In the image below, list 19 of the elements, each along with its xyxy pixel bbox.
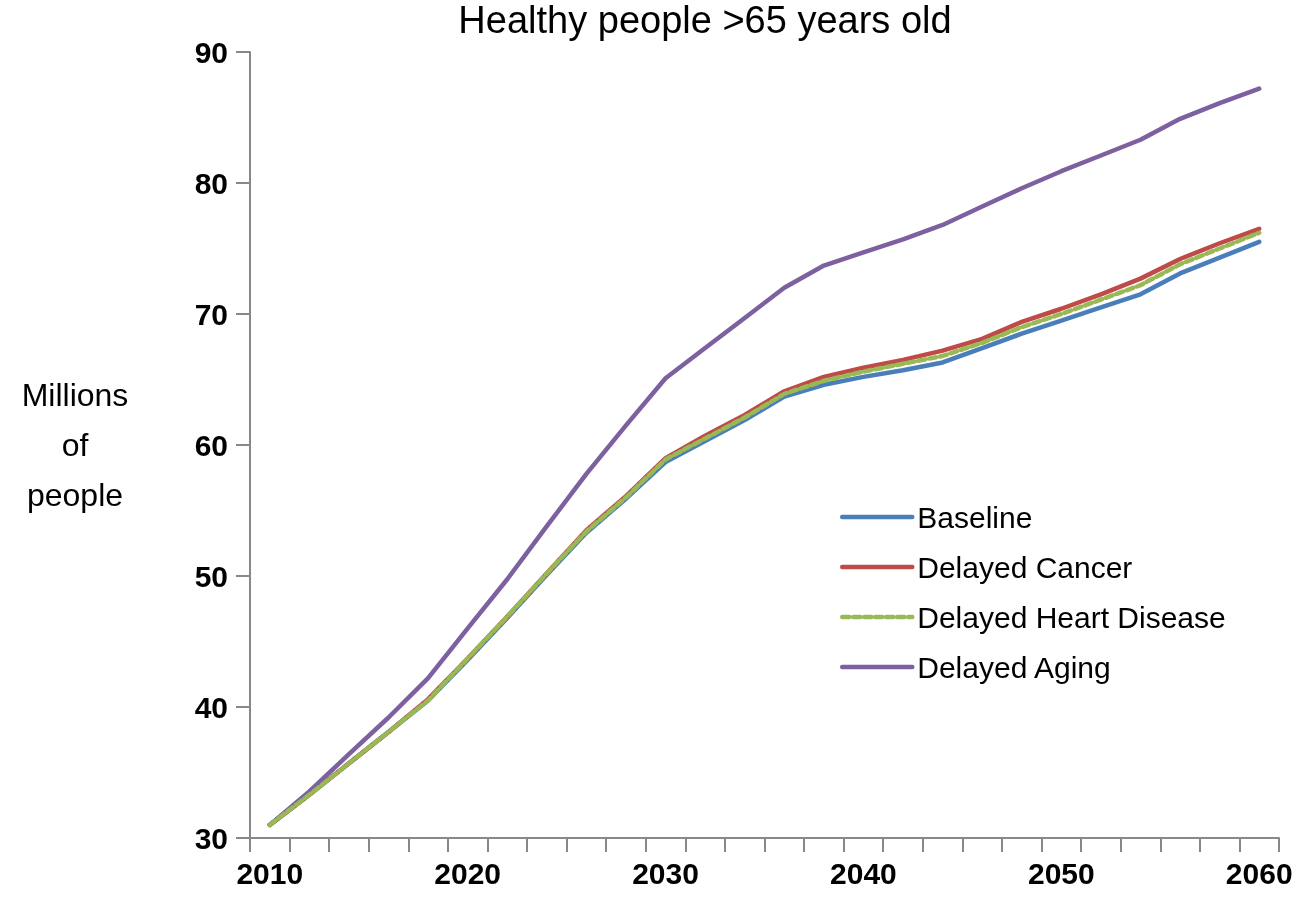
- y-tick-label: 80: [194, 166, 228, 200]
- x-tick-label: 2030: [632, 856, 699, 890]
- chart-title: Healthy people >65 years old: [458, 0, 952, 41]
- x-tick-label: 2050: [1027, 856, 1095, 890]
- x-tick-label: 2010: [236, 856, 304, 890]
- y-tick-label: 50: [194, 559, 228, 593]
- x-tick-label: 2040: [830, 856, 897, 890]
- y-tick-label: 70: [194, 297, 228, 331]
- legend-label: Delayed Aging: [917, 650, 1111, 684]
- x-tick-label: 2060: [1225, 856, 1293, 890]
- legend-label: Baseline: [917, 500, 1033, 534]
- x-tick-label: 2020: [434, 856, 502, 890]
- y-axis-title: Millions of people: [21, 377, 129, 513]
- legend-label: Delayed Heart Disease: [917, 600, 1226, 634]
- y-tick-label: 60: [194, 428, 228, 462]
- y-tick-label: 30: [194, 821, 228, 855]
- legend-label: Delayed Cancer: [917, 550, 1133, 584]
- y-tick-label: 90: [194, 35, 228, 69]
- y-tick-label: 40: [194, 690, 228, 724]
